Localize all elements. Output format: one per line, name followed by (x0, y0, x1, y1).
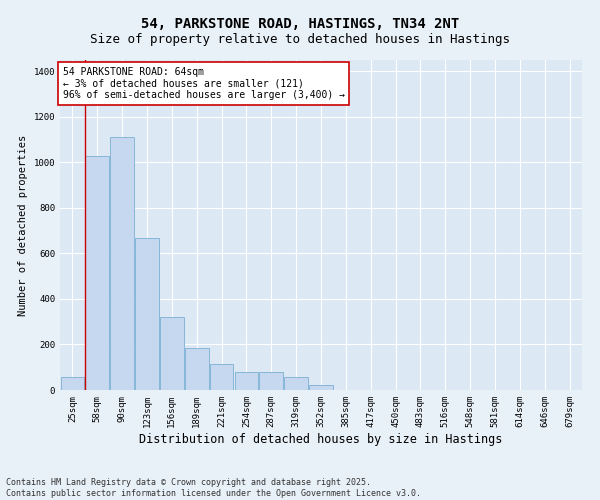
Text: Size of property relative to detached houses in Hastings: Size of property relative to detached ho… (90, 32, 510, 46)
Text: Contains HM Land Registry data © Crown copyright and database right 2025.
Contai: Contains HM Land Registry data © Crown c… (6, 478, 421, 498)
Bar (210, 364, 233, 390)
Text: 54, PARKSTONE ROAD, HASTINGS, TN34 2NT: 54, PARKSTONE ROAD, HASTINGS, TN34 2NT (141, 18, 459, 32)
Bar (259, 372, 283, 390)
Bar (185, 348, 209, 390)
Text: 54 PARKSTONE ROAD: 64sqm
← 3% of detached houses are smaller (121)
96% of semi-d: 54 PARKSTONE ROAD: 64sqm ← 3% of detache… (62, 66, 344, 100)
Bar (235, 372, 258, 390)
Bar (160, 317, 184, 390)
Bar (61, 378, 84, 390)
Bar (110, 138, 134, 390)
X-axis label: Distribution of detached houses by size in Hastings: Distribution of detached houses by size … (139, 432, 503, 446)
Y-axis label: Number of detached properties: Number of detached properties (18, 134, 28, 316)
Bar (135, 238, 159, 390)
Bar (309, 386, 333, 390)
Bar (284, 378, 308, 390)
Bar (85, 156, 109, 390)
